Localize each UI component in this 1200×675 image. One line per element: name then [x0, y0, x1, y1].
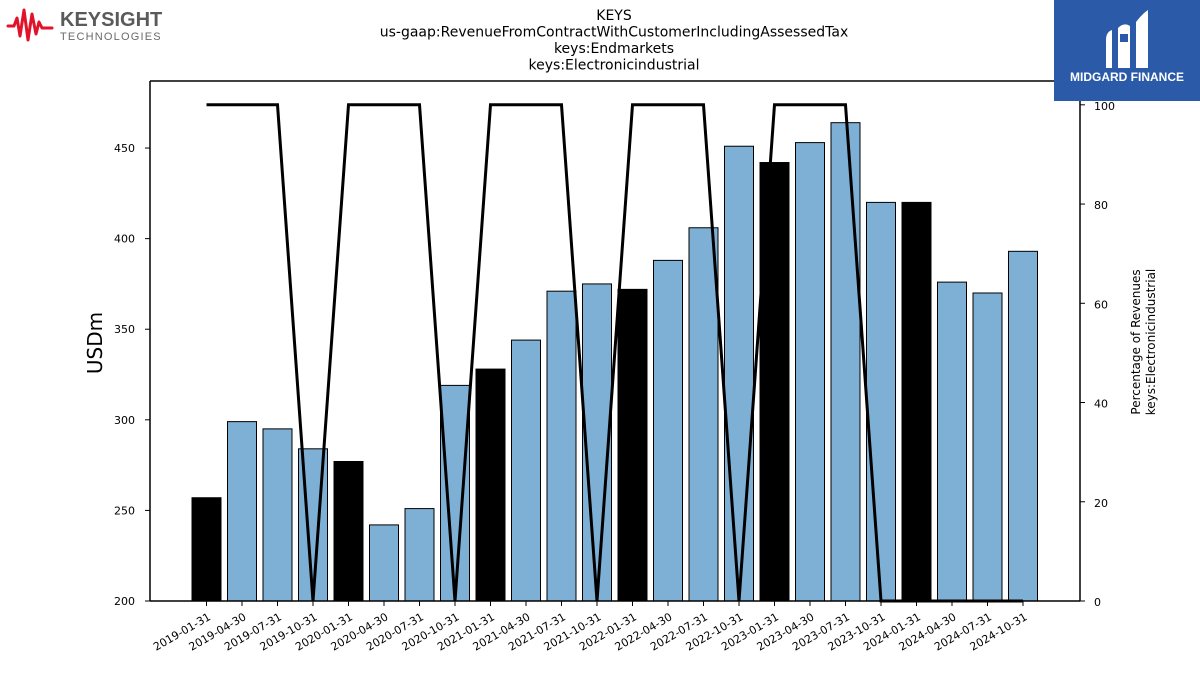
bar: [404, 508, 435, 602]
percentage-line: [206, 103, 1023, 603]
bar: [369, 524, 399, 602]
bar: [901, 201, 932, 602]
keysight-logo: KEYSIGHT TECHNOLOGIES: [6, 8, 162, 43]
chart-title-line: us-gaap:RevenueFromContractWithCustomerI…: [380, 25, 849, 41]
bar: [830, 122, 861, 602]
y2-tick-label: 40: [1094, 398, 1108, 411]
y2-tick-label: 60: [1094, 298, 1108, 311]
keysight-logo-subtext: TECHNOLOGIES: [60, 31, 162, 43]
bar: [333, 460, 364, 602]
y-tick-label: 350: [114, 323, 135, 336]
midgard-m-icon: [1106, 10, 1148, 68]
y2-tick-label: 0: [1094, 596, 1101, 609]
keysight-logo-text: KEYSIGHT: [60, 9, 162, 31]
chart-title-line: keys:Endmarkets: [554, 41, 674, 57]
bar: [866, 201, 896, 602]
bar: [546, 290, 577, 602]
chart-title-line: KEYS: [596, 8, 632, 24]
bar: [972, 292, 1003, 602]
y2-tick-label: 80: [1094, 199, 1108, 212]
bar-series: [191, 122, 1038, 602]
bar: [440, 384, 470, 602]
y-tick-label: 300: [114, 414, 135, 427]
bar: [688, 227, 719, 602]
midgard-finance-logo: MIDGARD FINANCE: [1054, 0, 1200, 101]
y2-tick-label: 100: [1094, 100, 1115, 113]
bar: [511, 339, 541, 602]
y-axis-label: USDm: [83, 312, 107, 374]
bar: [1008, 250, 1038, 602]
bar: [937, 281, 967, 602]
y2-tick-label: 20: [1094, 497, 1108, 510]
bar: [795, 142, 825, 602]
chart-title-line: keys:Electronicindustrial: [529, 58, 700, 74]
y2-axis-label: Percentage of Revenues: [1129, 269, 1143, 414]
bar: [724, 145, 754, 602]
bar: [475, 368, 506, 602]
y-tick-label: 200: [114, 595, 135, 608]
bar: [191, 497, 222, 602]
y2-axis-label: keys:Electronicindustrial: [1144, 269, 1158, 416]
bar: [227, 421, 257, 602]
y-tick-label: 250: [114, 504, 135, 517]
keysight-wave-icon: [6, 8, 54, 42]
y-tick-label: 400: [114, 233, 135, 246]
midgard-logo-text: MIDGARD FINANCE: [1070, 70, 1184, 84]
percentage-line-series: [206, 103, 1023, 603]
bar: [617, 288, 648, 602]
y-tick-label: 450: [114, 142, 135, 155]
bar: [653, 259, 683, 602]
bar: [262, 428, 293, 602]
chart-title: KEYSus-gaap:RevenueFromContractWithCusto…: [380, 8, 849, 74]
